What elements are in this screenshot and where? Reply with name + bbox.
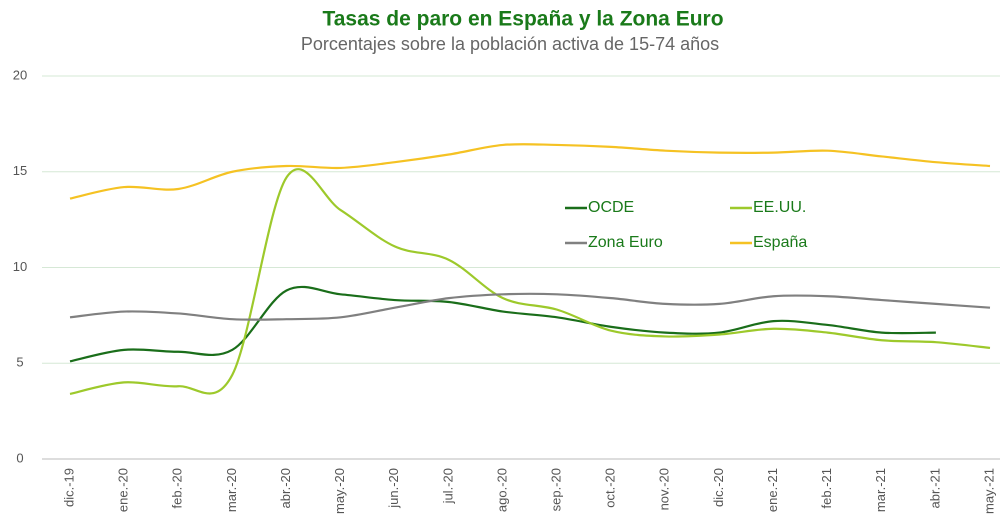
x-tick-label: mar.-21 [873,468,888,512]
x-tick-label: ago.-20 [494,468,509,512]
x-tick-label: may.-21 [981,468,996,514]
x-tick-label: oct.-20 [603,468,618,508]
chart-title: Tasas de paro en España y la Zona Euro [322,8,723,31]
legend-label: España [753,234,807,251]
chart-subtitle: Porcentajes sobre la población activa de… [301,34,719,54]
y-tick-label: 5 [16,355,23,370]
legend-label: EE.UU. [753,199,806,216]
x-tick-label: jun.-20 [386,468,401,509]
x-tick-label: nov.-20 [657,468,672,510]
x-tick-label: abr.-21 [927,468,942,508]
x-tick-label: may.-20 [332,468,347,514]
y-tick-label: 15 [13,163,27,178]
x-tick-label: mar.-20 [224,468,239,512]
x-tick-label: dic.-19 [61,468,76,507]
line-series [69,143,991,200]
x-tick-label: ene.-21 [765,468,780,512]
line-series [69,168,991,395]
legend-label: OCDE [588,199,634,216]
x-tick-label: feb.-20 [170,468,185,508]
x-tick-label: jul.-20 [440,468,455,504]
y-tick-label: 20 [13,67,27,82]
x-tick-label: sep.-20 [548,468,563,511]
legend-label: Zona Euro [588,234,663,251]
y-tick-label: 10 [13,259,27,274]
x-tick-label: feb.-21 [819,468,834,508]
line-series [69,292,991,321]
x-tick-label: dic.-20 [711,468,726,507]
x-tick-label: ene.-20 [116,468,131,512]
line-series [69,285,936,363]
x-tick-label: abr.-20 [278,468,293,508]
y-tick-label: 0 [16,450,23,465]
